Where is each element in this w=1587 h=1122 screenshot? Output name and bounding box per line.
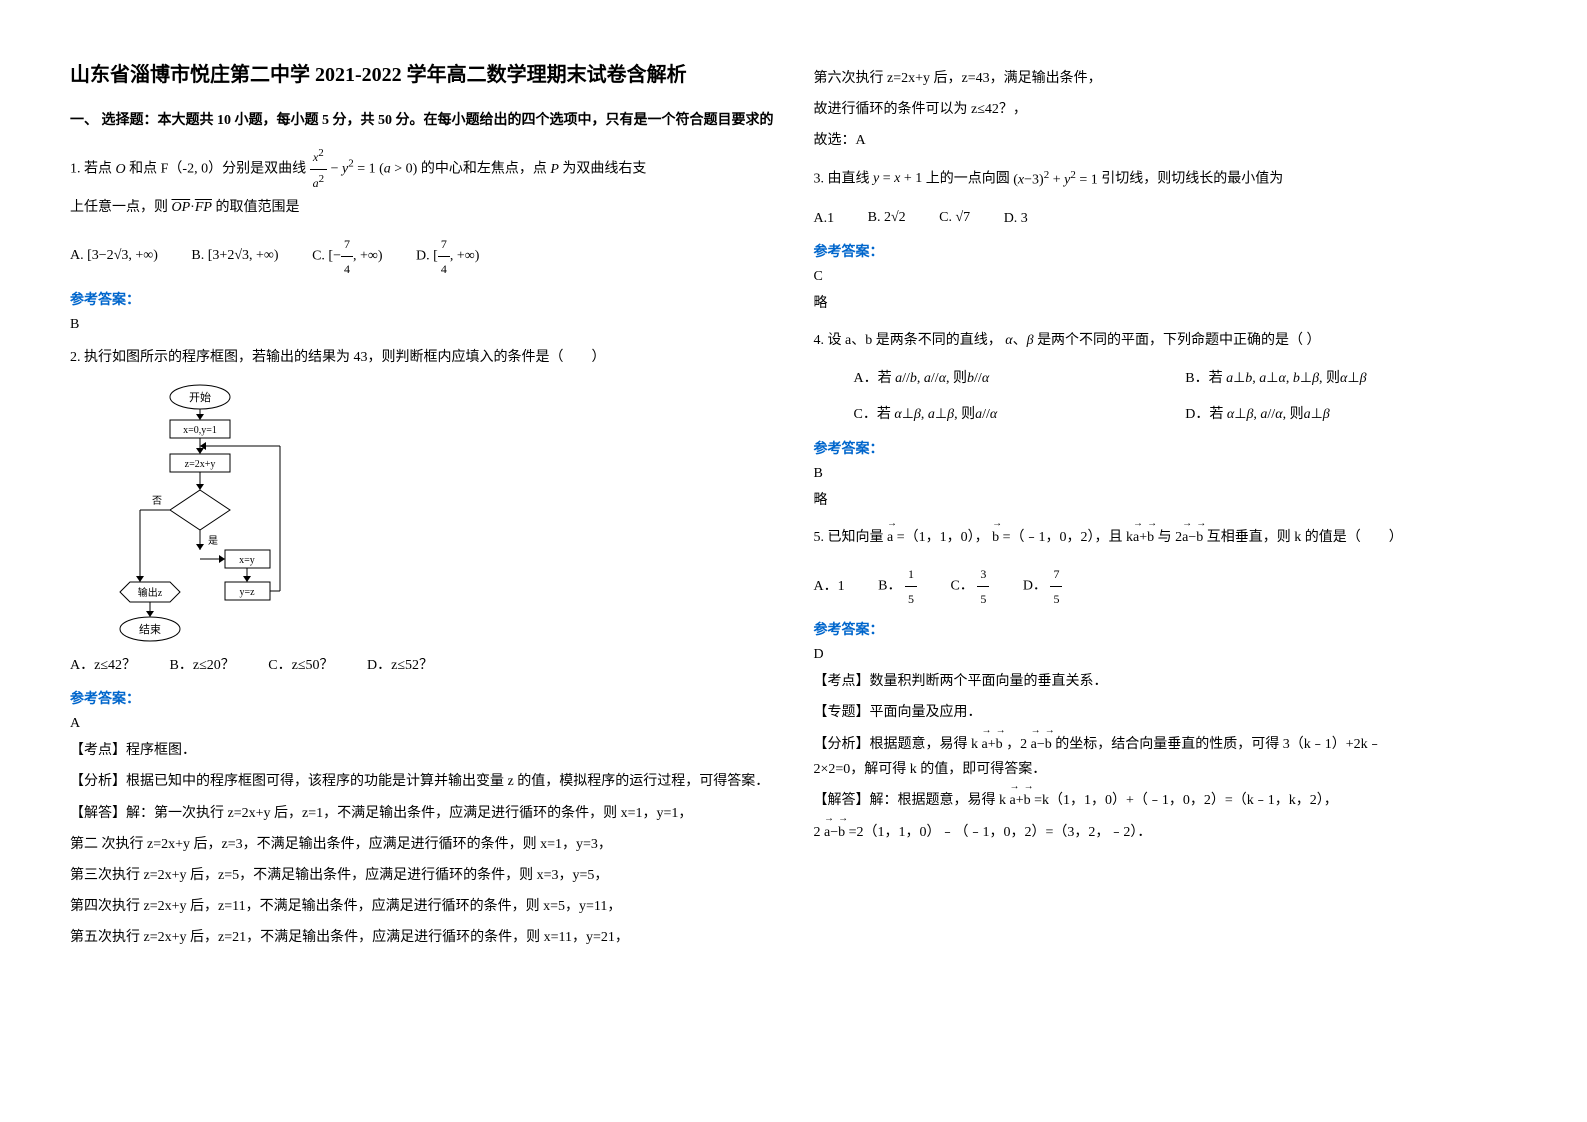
q2-point: 【考点】程序框图．: [70, 738, 774, 763]
q1-text-b: 和点 F（-2, 0）分别是双曲线: [129, 162, 306, 177]
q1-vec-product: OP·FP: [172, 195, 212, 220]
q1-answer: B: [70, 317, 774, 333]
exam-title: 山东省淄博市悦庄第二中学 2021-2022 学年高二数学理期末试卷含解析: [70, 60, 774, 90]
q2-solve-4: 第四次执行 z=2x+y 后，z=11，不满足输出条件，应满足进行循环的条件，则…: [70, 894, 774, 919]
q3-option-a: A.1: [814, 205, 835, 233]
q5-option-b: B． 15: [878, 562, 917, 611]
q1-text-c: 的中心和左焦点，点: [421, 162, 547, 177]
q5-2ab: 2a−b: [1175, 525, 1203, 550]
question-5: 5. 已知向量 a =（1，1，0）， b =（﹣1，0，2），且 ka+b 与…: [814, 525, 1518, 550]
q2-solve-1: 【解答】解：第一次执行 z=2x+y 后，z=1，不满足输出条件，应满足进行循环…: [70, 801, 774, 826]
q3-option-d: D. 3: [1004, 205, 1028, 233]
q1-text-d: 为双曲线右支: [562, 162, 646, 177]
q4-option-c: C．若 α⊥β, a⊥β, 则a//α: [854, 401, 1186, 429]
q1-hyperbola-eq: x2a2 − y2 = 1 (a > 0): [310, 144, 418, 194]
q2-option-d: D．z≤52？: [367, 652, 433, 680]
q1-option-a: A. [3−2√3, +∞): [70, 242, 158, 270]
q3-text-a: 3. 由直线: [814, 171, 870, 186]
q4-answer: B: [814, 466, 1518, 482]
q1-symbol-P: P: [550, 157, 559, 182]
q5-solve-1: 【解答】解：根据题意，易得 k a+b =k（1，1，0）+（﹣1，0，2）=（…: [814, 788, 1518, 813]
q2-option-c: C．z≤50？: [268, 652, 333, 680]
q4-answer-label: 参考答案：: [814, 438, 1518, 458]
q5-option-c: C． 35: [950, 562, 989, 611]
q3-option-b: B. 2√2: [868, 204, 906, 232]
q5-options: A．1 B． 15 C． 35 D． 75: [814, 562, 1518, 611]
q1-option-d: D. [74, +∞): [416, 232, 479, 281]
q5-text-b: =（1，1，0），: [897, 530, 989, 545]
question-1: 1. 若点 O 和点 F（-2, 0）分别是双曲线 x2a2 − y2 = 1 …: [70, 144, 774, 220]
q4-alpha-beta: α、β: [1005, 328, 1033, 353]
question-3: 3. 由直线 y = x + 1 上的一点向圆 (x−3)2 + y2 = 1 …: [814, 166, 1518, 193]
q2-option-b: B．z≤20？: [170, 652, 235, 680]
fc-end: 结束: [139, 623, 161, 636]
q4-option-d: D．若 α⊥β, a//α, 则a⊥β: [1185, 401, 1517, 429]
q5-answer-label: 参考答案：: [814, 619, 1518, 639]
q1-option-c: C. [−74, +∞): [312, 232, 382, 281]
q1-text-f: 的取值范围是: [215, 200, 299, 215]
q5-option-a: A．1: [814, 573, 845, 601]
q4-text-a: 4. 设 a、b 是两条不同的直线，: [814, 333, 1002, 348]
q3-circle-eq: (x−3)2 + y2 = 1: [1013, 166, 1097, 193]
q1-text-e: 上任意一点，则: [70, 200, 168, 215]
fc-start: 开始: [189, 390, 211, 404]
q5-text-a: 5. 已知向量: [814, 530, 884, 545]
q2-answer: A: [70, 716, 774, 732]
q2-solve-6: 第六次执行 z=2x+y 后，z=43，满足输出条件，: [814, 66, 1518, 91]
q3-text-b: 上的一点向圆: [926, 171, 1010, 186]
q5-solve-2: 2 a−b =2（1，1，0）﹣（﹣1，0，2）=（3，2，﹣2）．: [814, 820, 1518, 845]
q5-analysis: 【分析】根据题意，易得 k a+b ，2 a−b 的坐标，结合向量垂直的性质，可…: [814, 732, 1518, 783]
q2-solve-5: 第五次执行 z=2x+y 后，z=21，不满足输出条件，应满足进行循环的条件，则…: [70, 925, 774, 950]
q5-text-e: 互相垂直，则 k 的值是（ ）: [1207, 530, 1403, 545]
q5-topic: 【专题】平面向量及应用．: [814, 700, 1518, 725]
q3-omit: 略: [814, 291, 1518, 316]
q2-solve-3: 第三次执行 z=2x+y 后，z=5，不满足输出条件，应满足进行循环的条件，则 …: [70, 863, 774, 888]
q5-vec-b: b: [992, 525, 999, 550]
question-2: 2. 执行如图所示的程序框图，若输出的结果为 43，则判断框内应填入的条件是（ …: [70, 345, 774, 370]
q2-solve-2: 第二 次执行 z=2x+y 后，z=3，不满足输出条件，应满足进行循环的条件，则…: [70, 832, 774, 857]
q2-analysis: 【分析】根据已知中的程序框图可得，该程序的功能是计算并输出变量 z 的值，模拟程…: [70, 769, 774, 794]
fc-init: x=0,y=1: [183, 425, 217, 436]
fc-no: 否: [152, 495, 162, 507]
right-column: 第六次执行 z=2x+y 后，z=43，满足输出条件， 故进行循环的条件可以为 …: [794, 60, 1538, 1062]
fc-step: z=2x+y: [185, 459, 216, 470]
q2-solve-7: 故进行循环的条件可以为 z≤42？，: [814, 97, 1518, 122]
q3-answer-label: 参考答案：: [814, 241, 1518, 261]
q1-symbol-O: O: [116, 157, 126, 182]
q1-options: A. [3−2√3, +∞) B. [3+2√3, +∞) C. [−74, +…: [70, 232, 774, 281]
q1-option-b: B. [3+2√3, +∞): [191, 242, 278, 270]
q3-options: A.1 B. 2√2 C. √7 D. 3: [814, 204, 1518, 232]
q5-kab: ka+b: [1126, 525, 1154, 550]
q4-text-b: 是两个不同的平面，下列命题中正确的是（ ）: [1037, 333, 1321, 348]
q3-line-eq: y = x + 1: [873, 166, 922, 191]
q5-point: 【考点】数量积判断两个平面向量的垂直关系．: [814, 669, 1518, 694]
q3-answer: C: [814, 269, 1518, 285]
q5-vec-a: a: [887, 525, 893, 550]
left-column: 山东省淄博市悦庄第二中学 2021-2022 学年高二数学理期末试卷含解析 一、…: [50, 60, 794, 1062]
q2-options: A．z≤42？ B．z≤20？ C．z≤50？ D．z≤52？: [70, 652, 774, 680]
q5-option-d: D． 75: [1023, 562, 1063, 611]
q4-options: A．若 a//b, a//α, 则b//α B．若 a⊥b, a⊥α, b⊥β,…: [814, 365, 1518, 429]
fc-yz: y=z: [239, 587, 255, 598]
fc-output: 输出z: [138, 586, 163, 599]
fc-yes: 是: [208, 535, 218, 547]
question-4: 4. 设 a、b 是两条不同的直线， α、β 是两个不同的平面，下列命题中正确的…: [814, 328, 1518, 353]
q1-text-a: 1. 若点: [70, 162, 112, 177]
q2-solve-8: 故选：A: [814, 128, 1518, 153]
q4-option-b: B．若 a⊥b, a⊥α, b⊥β, 则α⊥β: [1185, 365, 1517, 393]
q5-text-c: =（﹣1，0，2），且: [1003, 530, 1123, 545]
fc-xy: x=y: [239, 555, 255, 566]
q4-option-a: A．若 a//b, a//α, 则b//α: [854, 365, 1186, 393]
q5-text-d: 与: [1158, 530, 1172, 545]
q3-text-c: 引切线，则切线长的最小值为: [1101, 171, 1283, 186]
q2-answer-label: 参考答案：: [70, 688, 774, 708]
q4-omit: 略: [814, 488, 1518, 513]
q2-option-a: A．z≤42？: [70, 652, 136, 680]
section-1-header: 一、 选择题：本大题共 10 小题，每小题 5 分，共 50 分。在每小题给出的…: [70, 110, 774, 132]
q1-answer-label: 参考答案：: [70, 289, 774, 309]
q2-flowchart: 开始 x=0,y=1 z=2x+y 是 否 输出z x=y: [110, 382, 290, 642]
q3-option-c: C. √7: [939, 204, 970, 232]
q5-answer: D: [814, 647, 1518, 663]
